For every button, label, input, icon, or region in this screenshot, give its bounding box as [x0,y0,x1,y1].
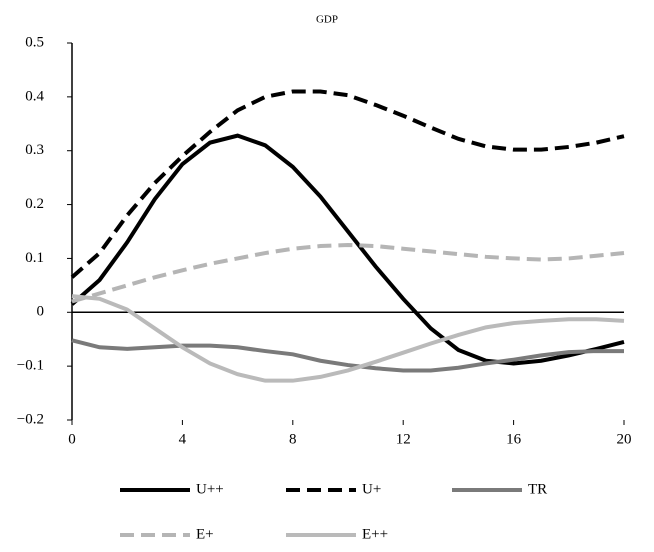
x-tick-label: 20 [617,431,632,447]
series-line [70,89,625,279]
y-tick-label: 0.5 [25,34,44,50]
series-line [70,133,625,366]
legend-label: E+ [196,526,214,542]
y-tick-label: −0.1 [17,358,44,374]
y-tick-label: 0 [37,304,45,320]
legend-label: E++ [362,526,388,542]
y-tick-label: 0.1 [25,250,44,266]
series-line [71,294,625,383]
x-tick-label: 12 [396,431,411,447]
legend-label: U++ [196,481,224,497]
y-tick-label: −0.2 [17,411,44,427]
series-line [71,242,625,304]
x-tick-label: 4 [179,431,187,447]
legend-label: TR [528,481,547,497]
x-tick-label: 8 [289,431,297,447]
chart-title: GDP [316,14,338,26]
x-tick-label: 0 [68,431,76,447]
legend-label: U+ [362,481,381,497]
series-line [71,338,624,373]
x-tick-label: 16 [506,431,522,447]
y-tick-label: 0.2 [25,196,44,212]
y-tick-label: 0.4 [25,88,44,104]
y-tick-label: 0.3 [25,142,44,158]
